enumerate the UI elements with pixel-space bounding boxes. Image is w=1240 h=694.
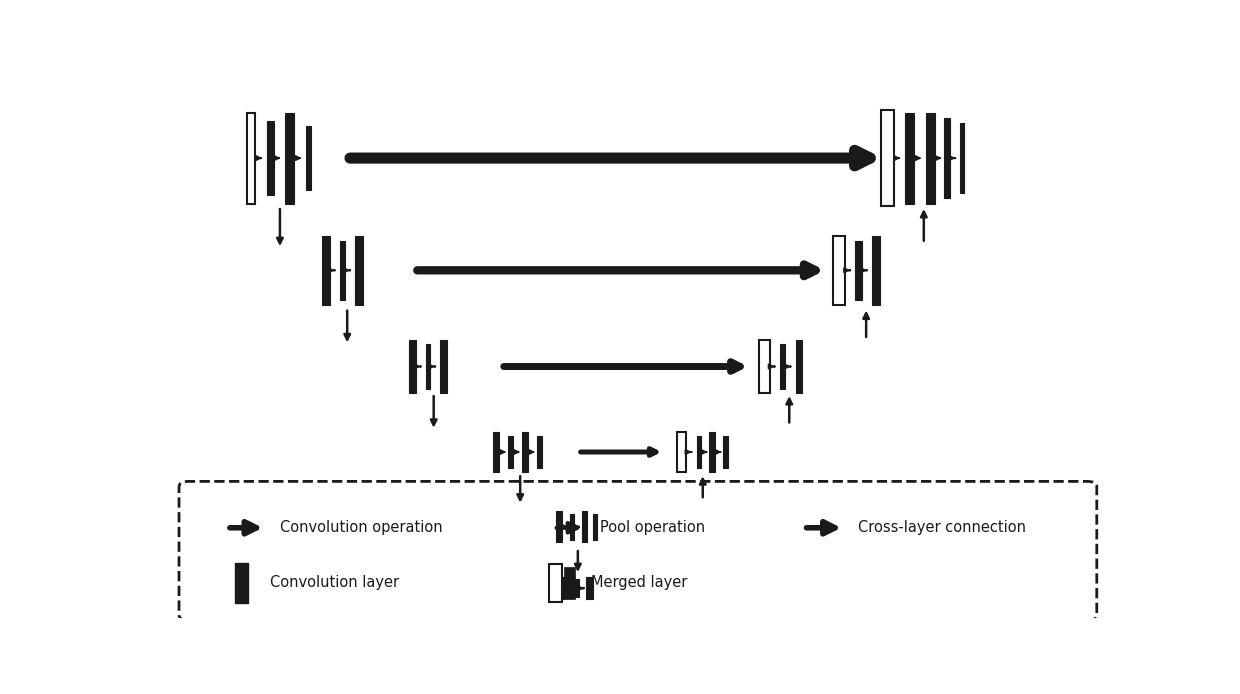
Bar	[723, 436, 728, 468]
Bar	[697, 436, 702, 468]
Bar	[593, 514, 598, 540]
Bar	[322, 235, 330, 305]
Bar	[409, 340, 415, 393]
Bar	[508, 436, 513, 468]
Bar	[759, 340, 770, 393]
Bar	[709, 432, 715, 472]
Bar	[340, 241, 345, 300]
Bar	[570, 514, 574, 540]
Bar	[587, 577, 593, 600]
Bar	[796, 340, 802, 393]
Bar	[872, 235, 879, 305]
Bar	[833, 235, 844, 305]
Bar	[556, 511, 562, 542]
FancyBboxPatch shape	[179, 482, 1097, 620]
Bar	[549, 564, 562, 602]
Text: Cross-layer connection: Cross-layer connection	[858, 520, 1027, 535]
Bar	[537, 436, 542, 468]
Text: Pool operation: Pool operation	[600, 520, 706, 535]
Bar	[882, 110, 894, 206]
Bar	[425, 344, 430, 389]
Bar	[944, 118, 950, 198]
Bar	[582, 511, 587, 542]
Bar	[234, 563, 248, 603]
Bar	[267, 121, 274, 196]
Bar	[285, 112, 294, 203]
Bar	[355, 235, 362, 305]
Bar	[564, 567, 575, 599]
Bar	[960, 124, 965, 193]
Bar	[926, 112, 935, 203]
Bar	[905, 112, 914, 203]
Bar	[677, 432, 687, 472]
Bar	[522, 432, 528, 472]
Bar	[856, 241, 862, 300]
Bar	[440, 340, 446, 393]
Bar	[557, 577, 564, 600]
Bar	[780, 344, 785, 389]
Bar	[573, 579, 579, 598]
Bar	[494, 432, 498, 472]
Text: Merged layer: Merged layer	[591, 575, 688, 591]
Text: Convolution operation: Convolution operation	[280, 520, 443, 535]
Bar	[247, 112, 255, 203]
Bar	[306, 126, 311, 190]
Text: Convolution layer: Convolution layer	[270, 575, 399, 591]
